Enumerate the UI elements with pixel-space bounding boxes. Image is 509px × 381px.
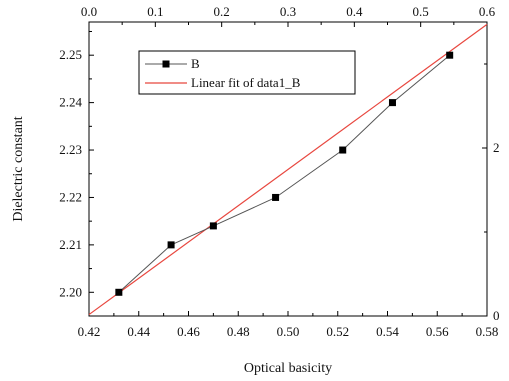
x-tick-label: 0.46	[177, 324, 200, 339]
left-axis: 2.20 2.21 2.22 2.23 2.24 2.25	[59, 30, 94, 299]
x-tick-label: 0.50	[277, 324, 300, 339]
x-tick-label: 0.44	[127, 324, 150, 339]
y-tick-label: 2.22	[59, 189, 82, 204]
y-tick-label: 2.24	[59, 95, 82, 110]
x-tick-label: 0.48	[227, 324, 250, 339]
linear-fit-line	[88, 23, 488, 316]
series-layer	[88, 23, 488, 316]
top-tick-label: 0.6	[479, 4, 496, 19]
top-tick-label: 0.5	[413, 4, 429, 19]
series-b-point	[115, 288, 123, 296]
y-tick-label: 2.20	[59, 284, 82, 299]
top-tick-label: 0.4	[346, 4, 363, 19]
y-tick-label: 2.23	[59, 142, 82, 157]
x-tick-label: 0.52	[326, 324, 349, 339]
series-b-point	[272, 193, 280, 201]
series-b-point	[209, 222, 217, 230]
top-tick-label: 0.3	[280, 4, 296, 19]
y-axis-title: Dielectric constant	[11, 116, 26, 221]
legend-label-b: B	[191, 56, 200, 71]
x-axis-title: Optical basicity	[244, 361, 332, 376]
series-b-point	[388, 99, 396, 107]
right-axis: 02	[482, 63, 500, 323]
x-tick-label: 0.56	[426, 324, 449, 339]
right-tick-label: 2	[493, 140, 500, 155]
top-axis: 0.0 0.1 0.2 0.3 0.4 0.5 0.6	[81, 4, 496, 27]
series-b-point	[446, 51, 454, 59]
x-tick-label: 0.54	[376, 324, 399, 339]
x-tick-label: 0.42	[78, 324, 101, 339]
legend-marker-b	[162, 60, 170, 68]
legend: B Linear fit of data1_B	[138, 50, 356, 95]
right-tick-label: 0	[493, 308, 500, 323]
bottom-axis: 0.42 0.44 0.46 0.48 0.50 0.52 0.54 0.56 0.58	[78, 311, 499, 339]
top-tick-label: 0.2	[214, 4, 230, 19]
y-tick-label: 2.25	[59, 47, 82, 62]
series-b-point	[339, 146, 347, 154]
legend-box	[138, 50, 356, 95]
x-tick-label: 0.58	[476, 324, 499, 339]
y-tick-label: 2.21	[59, 237, 82, 252]
top-tick-label: 0.0	[81, 4, 97, 19]
series-b-point	[167, 241, 175, 249]
legend-label-linear-fit: Linear fit of data1_B	[191, 75, 301, 90]
top-tick-label: 0.1	[147, 4, 163, 19]
